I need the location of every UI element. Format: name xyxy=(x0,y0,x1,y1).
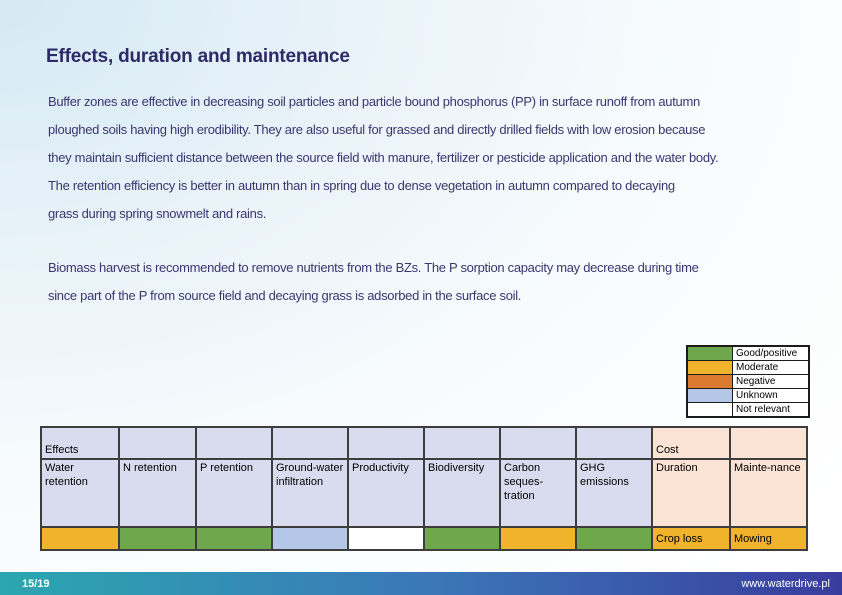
legend-label: Moderate xyxy=(732,360,810,375)
paragraph-line: they maintain sufficient distance betwee… xyxy=(48,150,719,165)
legend-row-unknown: Unknown xyxy=(686,388,810,403)
paragraph-buffer-zones: Buffer zones are effective in decreasing… xyxy=(48,88,719,228)
legend-row-good: Good/positive xyxy=(686,345,810,361)
rating-cell-p-retention xyxy=(195,526,273,551)
column-header-groundwater-infiltration: Ground-water infiltration xyxy=(271,458,349,528)
column-header-p-retention: P retention xyxy=(195,458,273,528)
column-header-n-retention: N retention xyxy=(118,458,197,528)
legend-table: Good/positive Moderate Negative Unknown … xyxy=(686,345,810,418)
column-header-productivity: Productivity xyxy=(347,458,425,528)
cell-empty xyxy=(499,426,577,460)
cell-empty xyxy=(195,426,273,460)
rating-cell-carbon-sequestration xyxy=(499,526,577,551)
legend-row-moderate: Moderate xyxy=(686,360,810,375)
column-header-maintenance: Mainte-nance xyxy=(729,458,808,528)
rating-cell-duration-crop-loss: Crop loss xyxy=(651,526,731,551)
rating-cell-productivity xyxy=(347,526,425,551)
rating-cell-n-retention xyxy=(118,526,197,551)
cell-effects-group: Effects xyxy=(40,426,120,460)
legend-swatch-not-relevant xyxy=(686,402,733,418)
legend-swatch-negative xyxy=(686,374,733,389)
rating-cell-ghg-emissions xyxy=(575,526,653,551)
cell-empty xyxy=(575,426,653,460)
paragraph-line: ploughed soils having high erodibility. … xyxy=(48,122,706,137)
rating-cell-water-retention xyxy=(40,526,120,551)
column-header-biodiversity: Biodiversity xyxy=(423,458,501,528)
page-number: 15/19 xyxy=(22,577,50,590)
legend-row-negative: Negative xyxy=(686,374,810,389)
legend-label: Good/positive xyxy=(732,345,810,361)
effects-table: Effects Cost Water retention N retention… xyxy=(40,426,808,551)
footer-website-link[interactable]: www.waterdrive.pl xyxy=(741,577,830,590)
column-header-water-retention: Water retention xyxy=(40,458,120,528)
column-header-ghg-emissions: GHG emissions xyxy=(575,458,653,528)
legend-swatch-good xyxy=(686,345,733,361)
column-header-carbon-sequestration: Carbon seques-tration xyxy=(499,458,577,528)
cell-cost-group: Cost xyxy=(651,426,731,460)
footer-bar: 15/19 www.waterdrive.pl xyxy=(0,572,842,595)
paragraph-line: Biomass harvest is recommended to remove… xyxy=(48,260,699,275)
paragraph-line: since part of the P from source field an… xyxy=(48,288,522,303)
column-header-duration: Duration xyxy=(651,458,731,528)
rating-cell-groundwater-infiltration xyxy=(271,526,349,551)
cell-empty xyxy=(118,426,197,460)
legend-swatch-moderate xyxy=(686,360,733,375)
paragraph-line: The retention efficiency is better in au… xyxy=(48,178,675,193)
rating-cell-biodiversity xyxy=(423,526,501,551)
paragraph-biomass: Biomass harvest is recommended to remove… xyxy=(48,254,699,310)
legend-label: Unknown xyxy=(732,388,810,403)
paragraph-line: Buffer zones are effective in decreasing… xyxy=(48,94,700,109)
cell-empty xyxy=(423,426,501,460)
cell-empty xyxy=(271,426,349,460)
cell-empty xyxy=(729,426,808,460)
table-row-ratings: Crop loss Mowing xyxy=(40,526,808,551)
legend-label: Not relevant xyxy=(732,402,810,418)
table-row-group-headers: Effects Cost xyxy=(40,426,808,460)
table-row-column-headers: Water retention N retention P retention … xyxy=(40,458,808,528)
legend-swatch-unknown xyxy=(686,388,733,403)
legend-label: Negative xyxy=(732,374,810,389)
paragraph-line: grass during spring snowmelt and rains. xyxy=(48,206,267,221)
page-title: Effects, duration and maintenance xyxy=(46,46,350,67)
cell-empty xyxy=(347,426,425,460)
legend-row-not-relevant: Not relevant xyxy=(686,402,810,418)
rating-cell-maintenance-mowing: Mowing xyxy=(729,526,808,551)
